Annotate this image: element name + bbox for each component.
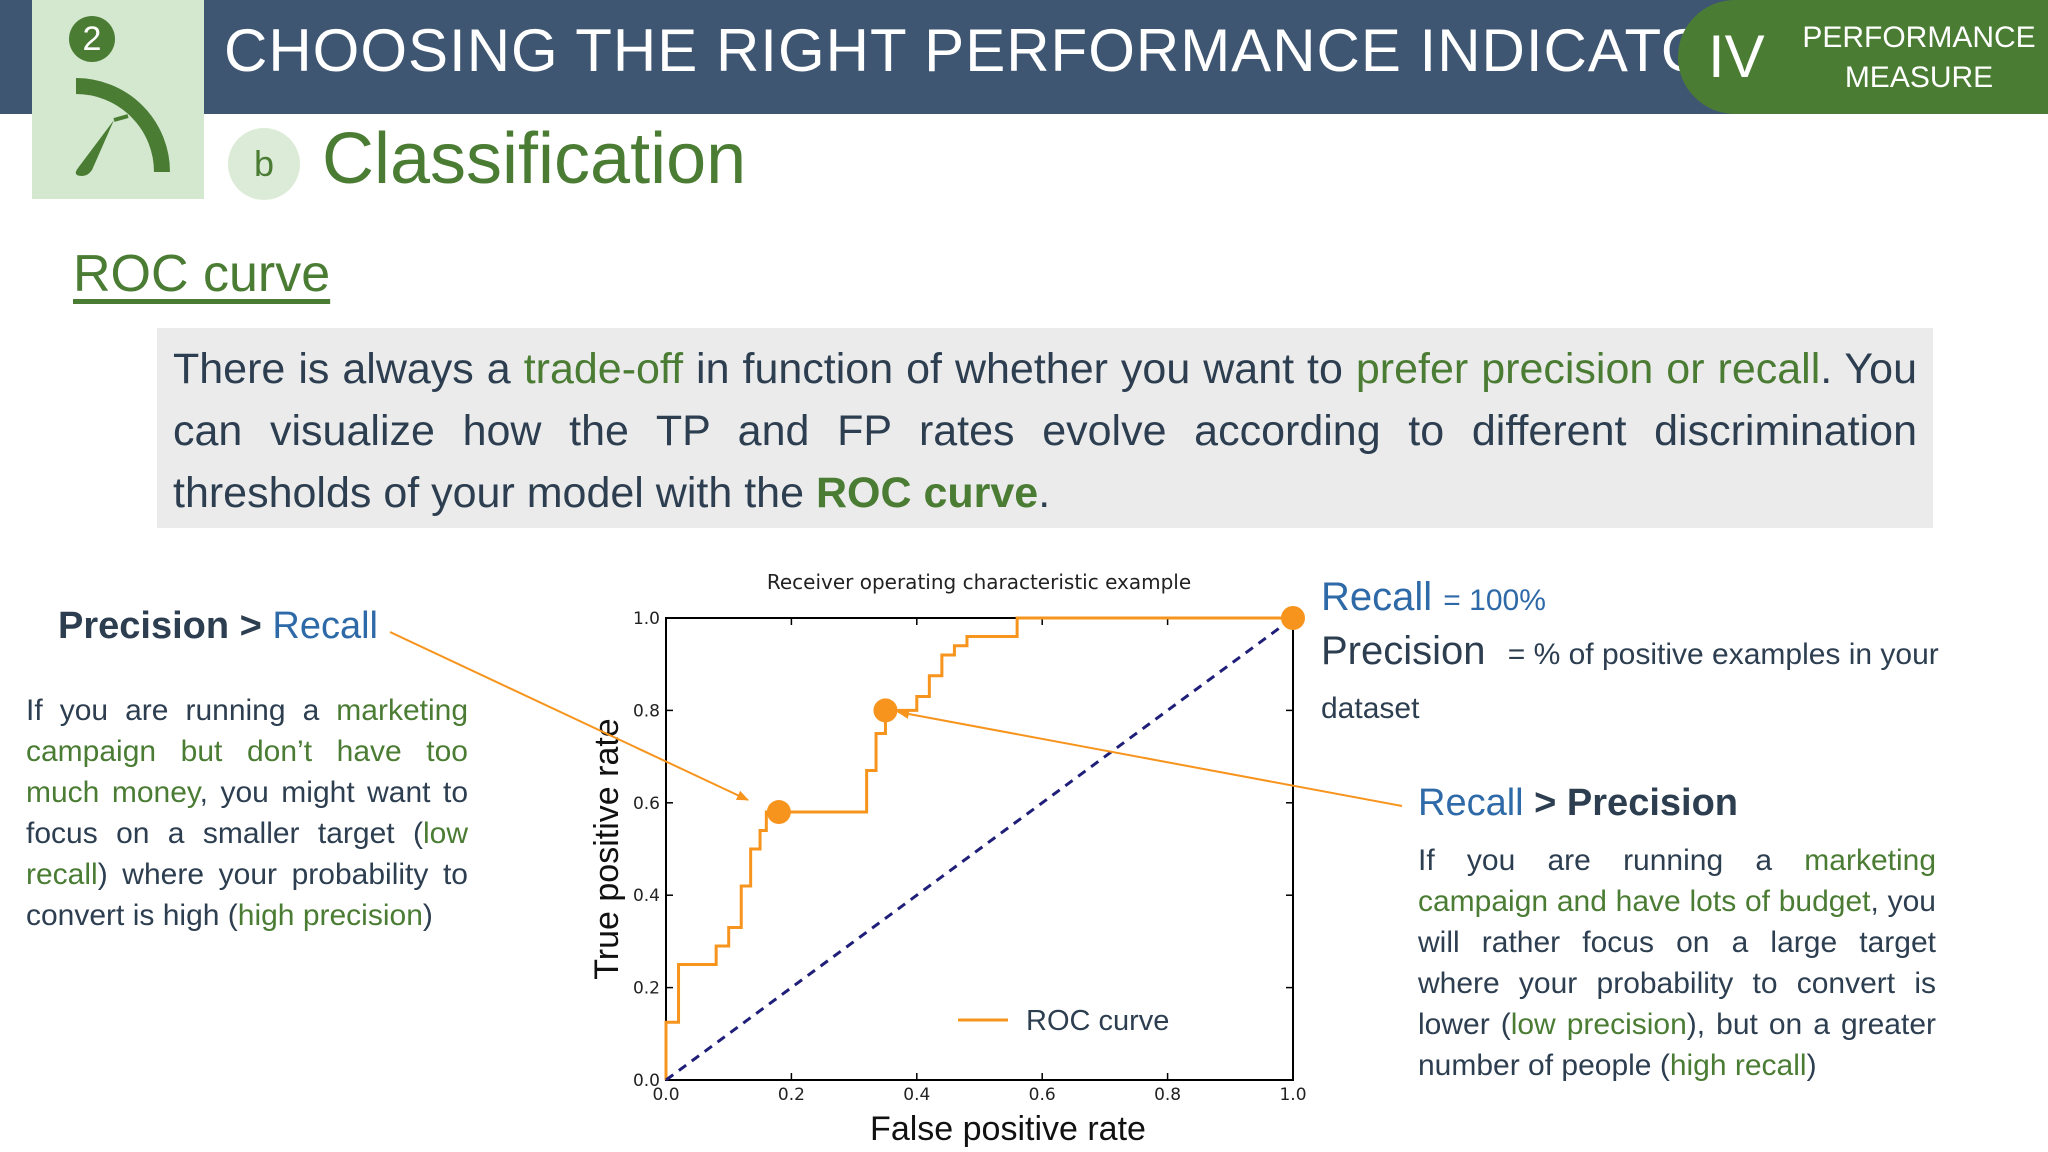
- recall-note-value: = 100%: [1443, 584, 1546, 617]
- left-paragraph: If you are running a marketing campaign …: [26, 690, 468, 936]
- section-number: IV: [1708, 23, 1765, 90]
- header-bar: CHOOSING THE RIGHT PERFORMANCE INDICATOR…: [0, 0, 2048, 114]
- left-text-2: , you might want to focus on a smaller t…: [26, 776, 468, 850]
- precision-note-label: Precision: [1321, 629, 1486, 673]
- subsection-title: Classification: [322, 119, 747, 199]
- right-text-2: , you will rather focus on a large targe…: [1418, 885, 1936, 1041]
- section-label-line2: MEASURE: [1844, 61, 1994, 94]
- y-tick-label: 0.4: [633, 886, 660, 906]
- left-text-3: ) where your probability to convert is h…: [26, 858, 468, 932]
- right-paragraph: If you are running a marketing campaign …: [1418, 840, 1936, 1086]
- highlight-point: [766, 800, 791, 825]
- left-text-1: If you are running a: [26, 694, 337, 727]
- left-heading-precision: Precision >: [58, 605, 262, 647]
- intro-text-3: . You can visualize how the TP and FP ra…: [173, 345, 1917, 517]
- x-tick-label: 0.8: [1154, 1085, 1181, 1105]
- right-green-1: marketing campaign and have lots of budg…: [1418, 844, 1936, 918]
- slide-title: CHOOSING THE RIGHT PERFORMANCE INDICATOR: [224, 17, 1754, 84]
- right-text-1: If you are running a: [1418, 844, 1805, 877]
- right-top-notes: Recall = 100% Precision = % of positive …: [1321, 572, 2041, 734]
- y-tick-label: 0.2: [633, 979, 660, 999]
- precision-note: Precision = % of positive examples in yo…: [1321, 626, 2041, 734]
- y-tick-label: 0.8: [633, 701, 660, 721]
- x-tick-label: 0.6: [1029, 1085, 1056, 1105]
- roc-heading: ROC curve: [73, 245, 331, 303]
- left-heading: Precision > Recall: [58, 605, 378, 648]
- x-tick-label: 0.2: [778, 1085, 805, 1105]
- section-label-line1: PERFORMANCE: [1802, 21, 2036, 54]
- intro-highlight-precision-recall: prefer precision or recall: [1355, 345, 1821, 393]
- left-green-3: high precision: [237, 899, 423, 932]
- intro-text-1: There is always a: [173, 345, 524, 393]
- precision-note-value: = % of positive examples in your dataset: [1321, 638, 1939, 725]
- left-green-1: marketing campaign but don’t have too mu…: [26, 694, 468, 809]
- highlight-point: [1281, 606, 1305, 630]
- axis-ticks: 0.0 0.2 0.4 0.6 0.8 1.0 0.0 0.2 0.4 0.6 0.8 1.0: [633, 609, 1307, 1105]
- left-green-2: low recall: [26, 817, 468, 891]
- x-tick-label: 0.4: [903, 1085, 930, 1105]
- intro-text-4: .: [1038, 469, 1051, 517]
- intro-text-2: in function of whether you want to: [683, 345, 1356, 393]
- legend-label: ROC curve: [1026, 1005, 1169, 1037]
- left-heading-recall: Recall: [272, 605, 378, 647]
- roc-curve-line: [664, 616, 1293, 1080]
- highlight-point: [873, 698, 898, 723]
- highlight-points: [766, 606, 1305, 825]
- right-text-4: ): [1806, 1049, 1817, 1082]
- right-green-3: high recall: [1669, 1049, 1807, 1082]
- intro-highlight-tradeoff: trade-off: [523, 345, 684, 393]
- arrow-to-mid-point: [897, 709, 1403, 807]
- y-tick-label: 1.0: [633, 609, 660, 629]
- x-tick-label: 0.0: [652, 1085, 679, 1105]
- arrow-to-low-recall-point: [389, 631, 749, 801]
- step-number: 2: [69, 16, 115, 62]
- x-tick-label: 1.0: [1279, 1085, 1306, 1105]
- subsection-letter: b: [228, 128, 300, 200]
- right-heading: Recall > Precision: [1418, 782, 1738, 825]
- right-heading-precision: > Precision: [1534, 782, 1738, 824]
- section-label: PERFORMANCE MEASURE: [1800, 18, 2038, 98]
- diagonal-reference-line: [665, 616, 1294, 1082]
- intro-highlight-roc: ROC curve: [815, 469, 1039, 517]
- data-series: [664, 616, 1294, 1082]
- section-badge: IV PERFORMANCE MEASURE: [1678, 0, 2048, 114]
- recall-note-label: Recall: [1321, 575, 1433, 619]
- right-text-3: ), but on a greater number of people (: [1418, 1008, 1936, 1082]
- intro-box: There is always a trade-off in function …: [157, 328, 1933, 528]
- plot-frame: [665, 617, 1294, 1081]
- y-tick-label: 0.6: [633, 794, 660, 814]
- right-heading-recall: Recall: [1418, 782, 1524, 824]
- left-text-4: ): [422, 899, 433, 932]
- gauge-icon: [75, 78, 170, 176]
- recall-note: Recall = 100%: [1321, 572, 2041, 626]
- x-axis-label: False positive rate: [870, 1110, 1146, 1148]
- step-badge: 2: [32, 0, 204, 199]
- right-green-2: low precision: [1510, 1008, 1687, 1041]
- chart-title: Receiver operating characteristic exampl…: [767, 570, 1191, 594]
- y-axis-label: True positive rate: [588, 718, 626, 979]
- chart-legend: ROC curve: [958, 1005, 1169, 1037]
- y-tick-label: 0.0: [633, 1071, 660, 1091]
